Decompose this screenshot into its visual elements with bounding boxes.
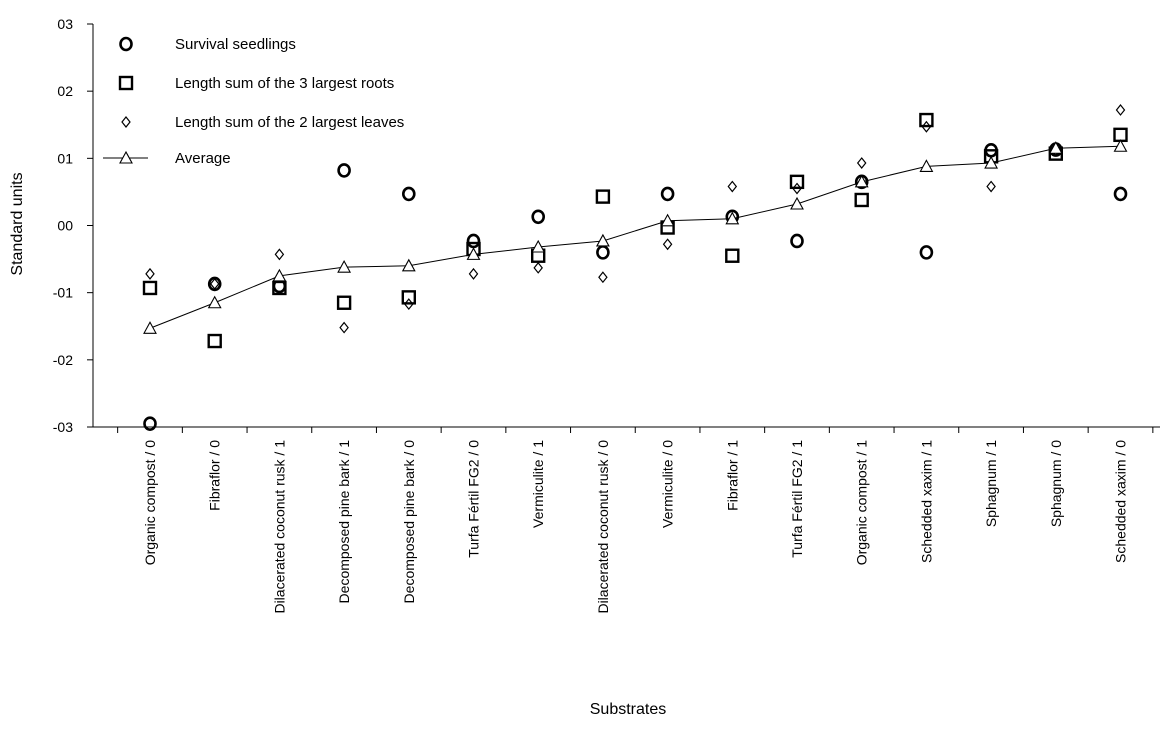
square-point bbox=[1113, 127, 1128, 143]
square-point bbox=[854, 192, 869, 208]
diamond-point bbox=[274, 248, 285, 261]
diamond-point bbox=[404, 298, 414, 311]
x-category-label: Decomposed pine bark / 1 bbox=[336, 440, 352, 604]
legend: Survival seedlings Length sum of the 3 la… bbox=[103, 36, 404, 167]
x-category-label: Dilacerated coconut rusk / 0 bbox=[595, 440, 611, 614]
square-point bbox=[207, 333, 222, 349]
legend-label: Length sum of the 3 largest roots bbox=[175, 75, 394, 92]
circle-point bbox=[466, 233, 481, 249]
y-ticks: 03 02 01 00 -01 -02 -03 bbox=[53, 16, 93, 435]
triangle-point bbox=[984, 155, 999, 169]
x-category-label: Vermiculite / 1 bbox=[530, 440, 546, 528]
triangle-point bbox=[272, 268, 287, 282]
circle-point bbox=[919, 245, 934, 260]
diamond-point bbox=[662, 238, 673, 251]
x-category-label: Vermiculite / 0 bbox=[660, 440, 676, 528]
legend-diamond-marker bbox=[121, 116, 131, 128]
x-category-label: Fibraflor / 0 bbox=[207, 440, 223, 511]
y-tick-label: -03 bbox=[53, 419, 73, 435]
triangle-point bbox=[143, 321, 157, 334]
triangle-point bbox=[725, 211, 740, 225]
x-category-label: Organic compost / 1 bbox=[854, 440, 870, 565]
circle-point bbox=[1113, 186, 1128, 202]
triangle-point bbox=[1113, 139, 1128, 152]
legend-square-marker bbox=[118, 75, 134, 91]
x-category-label: Turfa Fértil FG2 / 0 bbox=[466, 440, 482, 558]
circle-point bbox=[596, 245, 610, 260]
y-tick-label: -01 bbox=[53, 285, 73, 301]
diamond-point bbox=[727, 180, 738, 193]
x-category-label: Schedded xaxim / 1 bbox=[918, 440, 934, 563]
diamond-point bbox=[339, 321, 349, 334]
y-tick-label: 00 bbox=[57, 218, 73, 234]
square-point bbox=[336, 295, 352, 310]
diamond-point bbox=[921, 120, 932, 133]
x-category-label: Turfa Fértil FG2 / 1 bbox=[789, 440, 805, 558]
square-point bbox=[789, 174, 805, 190]
diamond-point bbox=[856, 157, 867, 169]
y-tick-label: -02 bbox=[53, 352, 73, 368]
y-tick-label: 03 bbox=[57, 16, 73, 32]
diamond-point bbox=[468, 267, 479, 280]
y-axis-title: Standard units bbox=[9, 172, 26, 275]
circle-point bbox=[337, 163, 351, 178]
data-points bbox=[142, 104, 1128, 431]
square-point bbox=[725, 248, 740, 263]
triangle-point bbox=[1048, 141, 1063, 154]
x-category-label: Organic compost / 0 bbox=[142, 440, 158, 565]
circle-point bbox=[531, 209, 546, 225]
average-line bbox=[149, 145, 1121, 329]
circle-point bbox=[660, 186, 675, 202]
triangle-point bbox=[401, 258, 416, 272]
triangle-point bbox=[660, 213, 675, 227]
circle-point bbox=[401, 186, 416, 202]
y-tick-label: 01 bbox=[57, 150, 73, 166]
diamond-point bbox=[209, 277, 220, 290]
circle-point bbox=[790, 233, 804, 249]
triangle-point bbox=[595, 233, 610, 247]
triangle-point bbox=[337, 259, 352, 273]
y-tick-label: 02 bbox=[57, 83, 73, 99]
triangle-point bbox=[854, 174, 869, 188]
x-axis-title: Substrates bbox=[590, 701, 666, 718]
legend-label: Length sum of the 2 largest leaves bbox=[175, 114, 404, 131]
square-point bbox=[919, 112, 934, 128]
triangle-point bbox=[466, 247, 481, 260]
square-point bbox=[595, 189, 611, 204]
x-category-label: Schedded xaxim / 0 bbox=[1113, 440, 1129, 563]
diamond-point bbox=[986, 180, 996, 193]
diamond-point bbox=[1115, 104, 1126, 116]
diamond-point bbox=[533, 261, 543, 274]
triangle-point bbox=[919, 159, 934, 172]
square-point bbox=[272, 280, 287, 296]
triangle-point bbox=[531, 239, 546, 253]
diamond-point bbox=[145, 267, 155, 280]
diamond-point bbox=[598, 271, 608, 284]
category-labels: Organic compost / 0 Fibraflor / 0 Dilacera… bbox=[117, 427, 1154, 614]
circle-point bbox=[207, 276, 222, 292]
x-category-label: Fibraflor / 1 bbox=[724, 440, 740, 511]
x-category-label: Dilacerated coconut rusk / 1 bbox=[271, 440, 287, 614]
x-category-label: Sphagnum / 0 bbox=[1048, 440, 1064, 527]
legend-label: Average bbox=[175, 150, 231, 167]
legend-triangle-marker bbox=[119, 150, 133, 164]
diamond-point bbox=[792, 182, 802, 195]
square-point bbox=[401, 290, 416, 305]
x-category-label: Decomposed pine bark / 0 bbox=[401, 440, 417, 604]
legend-circle-marker bbox=[119, 36, 133, 52]
triangle-point bbox=[207, 295, 222, 309]
square-point bbox=[142, 280, 158, 296]
circle-point bbox=[143, 416, 157, 431]
x-category-label: Sphagnum / 1 bbox=[983, 440, 999, 527]
average-series-line bbox=[149, 145, 1121, 329]
legend-label: Survival seedlings bbox=[175, 36, 296, 53]
triangle-point bbox=[790, 196, 804, 210]
